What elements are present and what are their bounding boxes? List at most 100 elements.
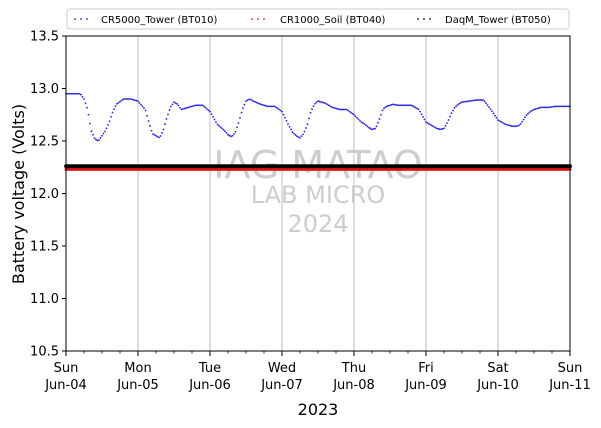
data-point <box>240 111 243 114</box>
data-point <box>287 122 289 125</box>
data-point <box>305 127 307 129</box>
data-point <box>413 105 415 108</box>
data-point <box>68 92 70 95</box>
data-point <box>183 107 186 110</box>
x-tick-label-day: Mon <box>124 361 151 376</box>
data-point <box>453 107 456 109</box>
data-point <box>440 128 442 131</box>
data-point <box>174 102 177 104</box>
data-point <box>468 100 471 102</box>
data-point <box>482 99 484 101</box>
data-point <box>129 98 132 100</box>
data-point <box>123 98 126 100</box>
data-point <box>537 107 540 110</box>
data-point <box>359 119 361 122</box>
data-point <box>126 98 129 100</box>
x-tick-label-day: Sun <box>558 361 583 376</box>
data-point <box>234 130 237 133</box>
data-point <box>206 108 208 110</box>
data-point <box>542 106 544 109</box>
data-point <box>132 98 135 101</box>
data-point <box>531 109 534 112</box>
data-point <box>218 124 220 127</box>
data-point <box>198 104 201 107</box>
x-tick-label-date: Jun-05 <box>116 378 159 393</box>
data-point <box>116 102 118 105</box>
series-2 <box>64 164 572 169</box>
data-point <box>101 134 103 137</box>
legend-frame <box>66 8 570 30</box>
data-point <box>204 106 207 109</box>
data-point <box>465 100 468 103</box>
data-point <box>341 108 343 111</box>
data-point <box>528 111 531 114</box>
data-point <box>479 99 481 101</box>
data-point <box>191 105 193 108</box>
data-point <box>152 133 154 135</box>
data-point <box>108 120 111 123</box>
x-tick-label-date: Jun-06 <box>188 378 231 393</box>
data-point <box>254 100 256 103</box>
data-point <box>507 124 510 127</box>
y-tick-label: 13.5 <box>30 30 59 45</box>
data-point <box>227 133 229 136</box>
data-point <box>357 118 360 121</box>
legend-marker-daqm-c <box>429 18 431 20</box>
data-point <box>486 104 489 107</box>
data-point <box>462 101 465 103</box>
x-tick-label-day: Fri <box>418 361 434 376</box>
data-point <box>252 100 255 103</box>
data-point <box>521 120 523 123</box>
legend-label-cr5000: CR5000_Tower (BT010) <box>101 15 217 26</box>
data-point <box>461 101 463 104</box>
data-point <box>167 113 169 116</box>
data-point <box>515 125 517 128</box>
legend-item-cr1000: CR1000_Soil (BT040) <box>251 15 386 26</box>
data-point <box>491 110 493 113</box>
data-point <box>155 134 157 137</box>
data-point <box>338 108 340 111</box>
data-point <box>209 110 211 113</box>
data-point <box>333 107 336 109</box>
data-point <box>437 127 439 130</box>
data-point <box>119 100 121 103</box>
data-point <box>378 118 381 121</box>
data-point <box>83 98 85 100</box>
data-point <box>225 132 228 134</box>
data-point <box>246 99 249 102</box>
data-point <box>360 121 363 124</box>
data-point <box>264 104 267 107</box>
data-point <box>417 108 420 111</box>
data-point <box>296 135 298 138</box>
data-point <box>89 122 91 125</box>
data-point <box>201 104 204 107</box>
grid-lines <box>137 36 499 351</box>
data-point <box>92 133 94 136</box>
data-point <box>288 125 291 128</box>
data-point <box>423 118 426 121</box>
data-point <box>345 108 348 111</box>
data-point <box>438 128 441 131</box>
data-point <box>258 102 261 105</box>
data-point <box>162 128 165 131</box>
data-point <box>195 104 198 107</box>
x-axis-ticks: Sun Jun-04 Mon Jun-05 Tue Jun-06 Wed Jun-07 Thu J… <box>44 351 591 393</box>
data-point <box>159 135 162 137</box>
data-point <box>180 108 183 111</box>
data-point <box>176 103 178 105</box>
data-point <box>554 105 556 108</box>
data-point <box>266 105 268 108</box>
data-point <box>284 116 286 119</box>
data-point <box>368 126 370 129</box>
legend-item-daqm: DaqM_Tower (BT050) <box>417 15 551 26</box>
data-point <box>134 99 136 102</box>
data-point <box>105 127 108 130</box>
data-point <box>164 123 166 126</box>
data-point <box>66 92 69 95</box>
data-point <box>290 128 292 131</box>
data-point <box>459 102 462 104</box>
data-point <box>111 111 114 114</box>
data-point <box>560 105 562 108</box>
data-point <box>137 100 139 102</box>
data-point <box>375 125 378 128</box>
